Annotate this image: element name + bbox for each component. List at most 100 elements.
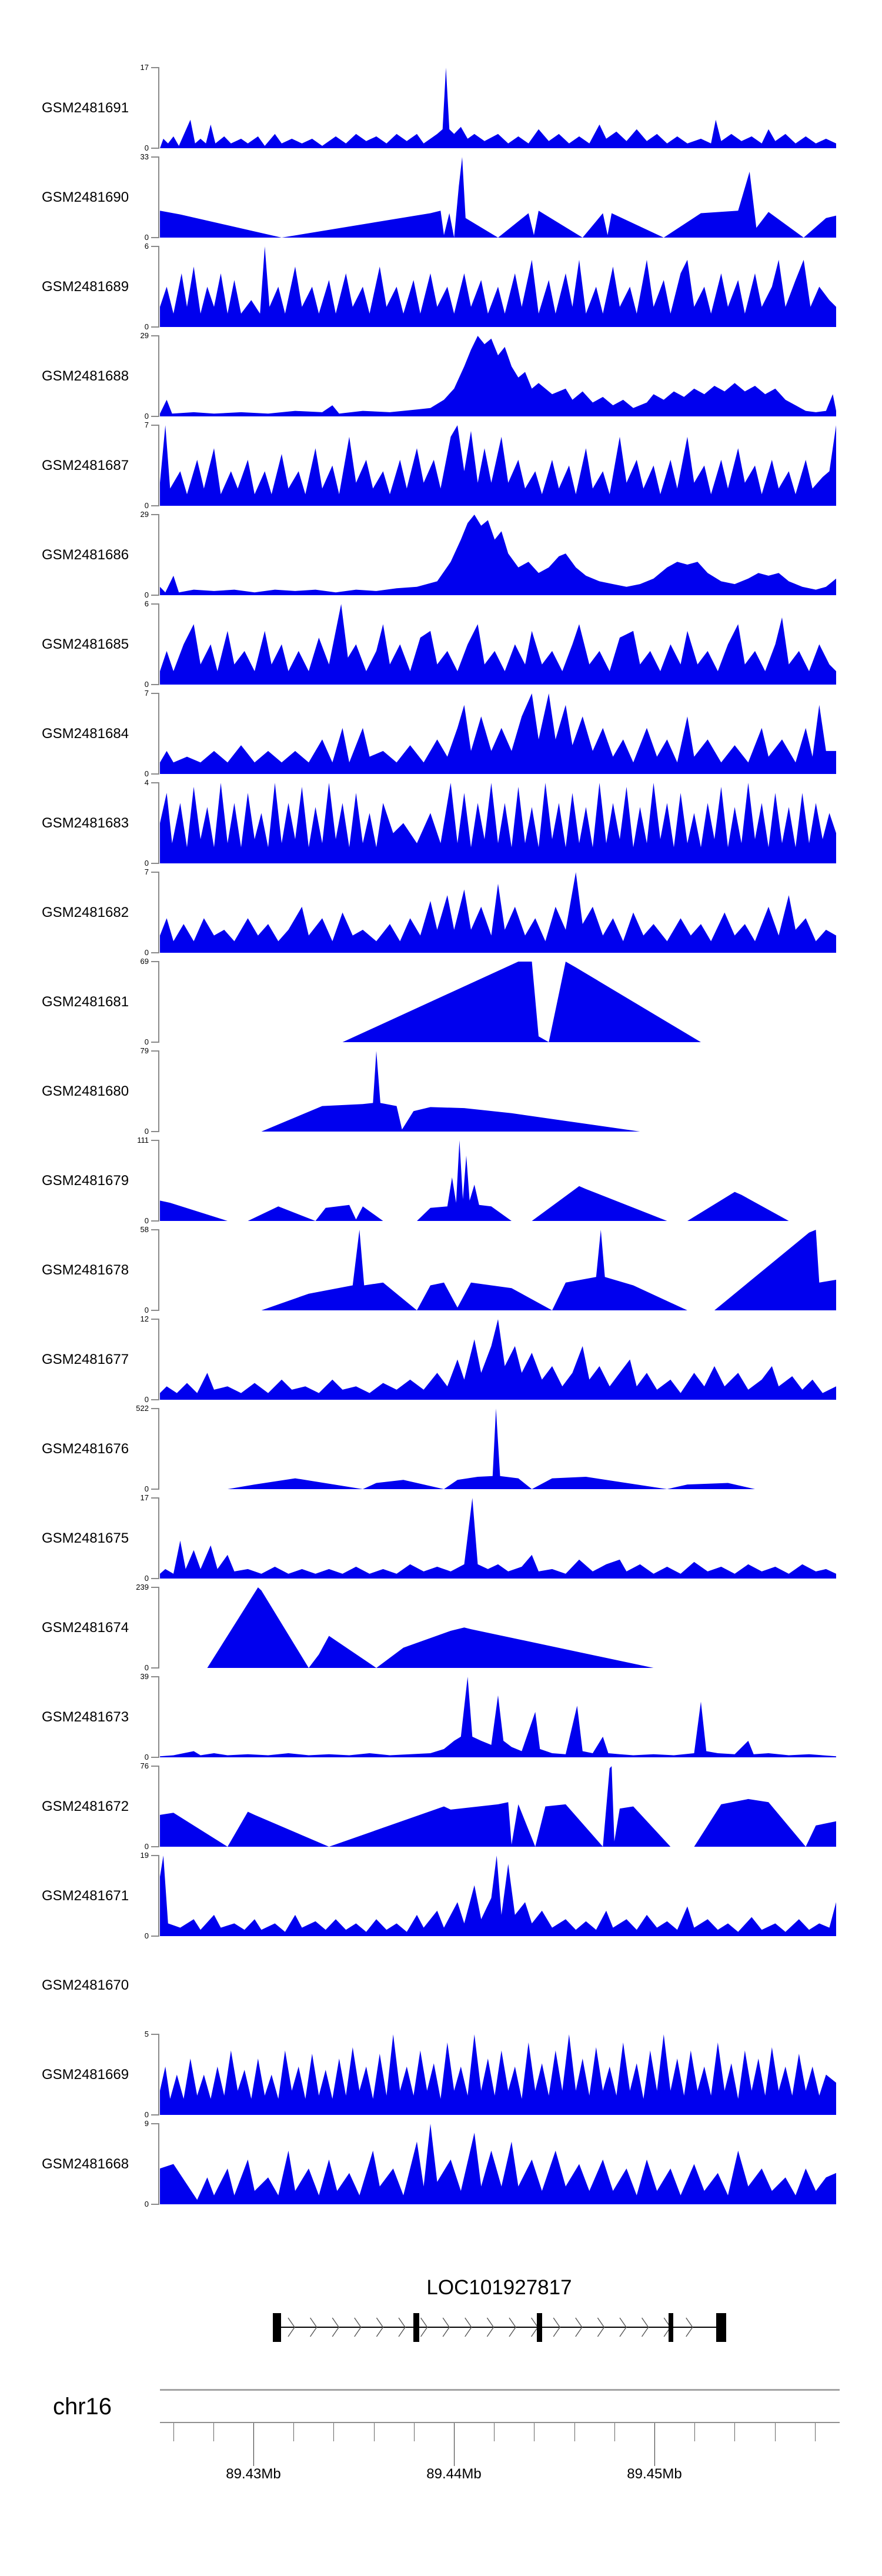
y-axis-zero-tick (151, 595, 159, 596)
gene-label: LOC101927817 (426, 2276, 572, 2299)
y-axis-max-label: 7 (144, 867, 149, 876)
y-axis-zero-label: 0 (144, 769, 149, 778)
y-axis-top-tick (151, 2123, 159, 2124)
signal-polygon (160, 2034, 836, 2115)
y-axis-line (158, 514, 159, 596)
y-axis-top-tick (151, 156, 159, 158)
y-axis-zero-label: 0 (144, 1216, 149, 1225)
y-axis-max-label: 4 (144, 778, 149, 787)
track-label: GSM2481669 (41, 2066, 129, 2083)
ruler-line (160, 2422, 840, 2423)
y-axis-zero-label: 0 (144, 144, 149, 152)
y-axis-zero-tick (151, 952, 159, 953)
y-axis-line (158, 1676, 159, 1758)
track-label: GSM2481674 (41, 1619, 129, 1636)
exon-box (668, 2313, 673, 2342)
signal-polygon (160, 1856, 836, 1936)
ruler-tick-major (654, 2423, 655, 2466)
y-axis-zero-tick (151, 2204, 159, 2205)
exon-box (273, 2313, 282, 2342)
ruler-tick-minor (494, 2423, 495, 2441)
track-label: GSM2481685 (41, 636, 129, 652)
y-axis-max-label: 17 (140, 63, 149, 72)
y-axis-zero-label: 0 (144, 322, 149, 331)
signal-polygon (160, 604, 836, 685)
y-axis-zero-tick (151, 1310, 159, 1311)
signal-area (160, 2124, 836, 2204)
y-axis-line (158, 961, 159, 1043)
strand-arrow-icon (509, 2317, 516, 2337)
y-axis-line (158, 872, 159, 953)
track-label: GSM2481671 (41, 1887, 129, 1904)
track-label: GSM2481691 (41, 99, 129, 116)
ruler-tick-minor (373, 2423, 375, 2441)
track-label: GSM2481683 (41, 815, 129, 831)
y-axis-zero-label: 0 (144, 859, 149, 867)
strand-arrow-icon (310, 2317, 318, 2337)
y-axis-zero-label: 0 (144, 590, 149, 599)
signal-polygon (160, 1677, 836, 1757)
y-axis-zero-label: 0 (144, 1037, 149, 1046)
y-axis-zero-tick (151, 1936, 159, 1937)
track-label: GSM2481675 (41, 1530, 129, 1546)
y-axis-zero-tick (151, 863, 159, 864)
signal-area (160, 872, 836, 953)
y-axis-max-label: 29 (140, 331, 149, 340)
y-axis-max-label: 5 (144, 2030, 149, 2038)
ruler-tick-minor (213, 2423, 214, 2441)
y-axis-line (158, 1408, 159, 1490)
track-label: GSM2481686 (41, 546, 129, 563)
signal-polygon (160, 336, 836, 416)
y-axis-line (158, 1587, 159, 1669)
y-axis-top-tick (151, 1229, 159, 1230)
signal-area (160, 1766, 836, 1847)
signal-area (160, 246, 836, 327)
y-axis-top-tick (151, 1497, 159, 1499)
y-axis-max-label: 522 (136, 1404, 149, 1413)
signal-area (160, 1230, 836, 1310)
y-axis-top-tick (151, 335, 159, 336)
track-label: GSM2481679 (41, 1172, 129, 1189)
y-axis-zero-label: 0 (144, 1484, 149, 1493)
signal-polygon (160, 1587, 836, 1668)
y-axis-zero-tick (151, 1399, 159, 1400)
signal-area (160, 1409, 836, 1489)
signal-area (160, 1498, 836, 1579)
y-axis-zero-tick (151, 1578, 159, 1579)
signal-area (160, 515, 836, 595)
y-axis-zero-label: 0 (144, 2110, 149, 2119)
y-axis-zero-label: 0 (144, 2200, 149, 2208)
signal-area (160, 68, 836, 148)
y-axis-top-tick (151, 425, 159, 426)
y-axis-zero-tick (151, 1489, 159, 1490)
signal-area (160, 693, 836, 774)
y-axis-line (158, 1319, 159, 1400)
track-label: GSM2481682 (41, 904, 129, 920)
y-axis-line (158, 782, 159, 864)
ruler-tick-minor (333, 2423, 335, 2441)
signal-area (160, 1677, 836, 1757)
track-label: GSM2481673 (41, 1709, 129, 1725)
y-axis-zero-label: 0 (144, 1306, 149, 1314)
strand-arrow-icon (398, 2317, 406, 2337)
strand-arrow-icon (442, 2317, 450, 2337)
y-axis-zero-label: 0 (144, 412, 149, 421)
y-axis-max-label: 39 (140, 1672, 149, 1681)
ruler-tick-label: 89.43Mb (226, 2466, 281, 2482)
signal-polygon (160, 783, 836, 863)
track-label: GSM2481672 (41, 1798, 129, 1814)
y-axis-zero-tick (151, 1667, 159, 1669)
signal-polygon (160, 1409, 836, 1489)
signal-polygon (160, 425, 836, 506)
y-axis-zero-label: 0 (144, 1574, 149, 1583)
signal-polygon (160, 872, 836, 953)
y-axis-line (158, 1140, 159, 1222)
y-axis-max-label: 29 (140, 510, 149, 519)
y-axis-zero-tick (151, 326, 159, 328)
signal-area (160, 157, 836, 238)
y-axis-max-label: 17 (140, 1493, 149, 1502)
strand-arrow-icon (288, 2317, 295, 2337)
signal-polygon (160, 1051, 836, 1132)
strand-arrow-icon (619, 2317, 627, 2337)
intron-line (281, 2327, 716, 2328)
